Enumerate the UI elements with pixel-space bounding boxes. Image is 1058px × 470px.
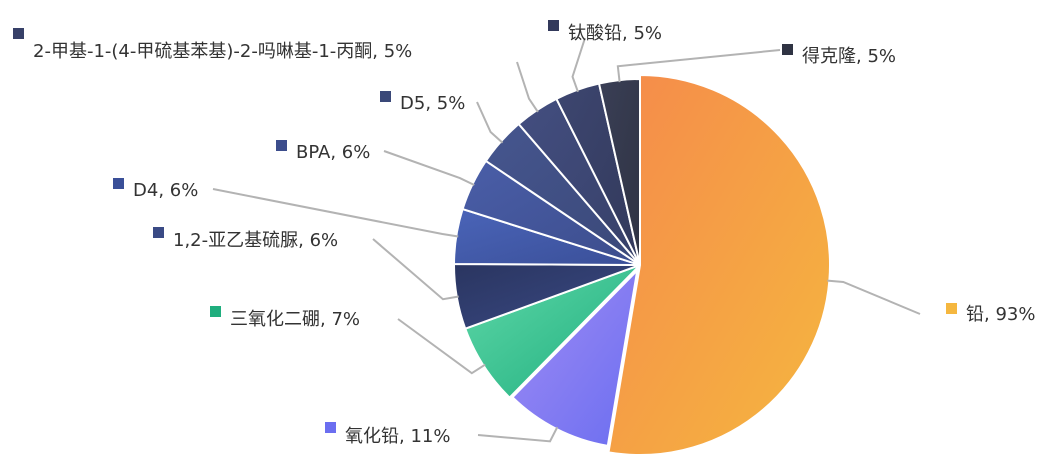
slice-label: BPA, 6% — [296, 142, 370, 163]
leader-line — [212, 188, 459, 238]
leader-line — [476, 101, 504, 144]
slice-label: D5, 5% — [400, 93, 465, 114]
pie-slice[interactable] — [607, 73, 831, 456]
leader-line — [827, 279, 921, 315]
label-marker — [13, 28, 24, 39]
label-marker — [276, 140, 287, 151]
slice-label: 2-甲基-1-(4-甲硫基苯基)-2-吗啉基-1-丙酮, 5% — [33, 41, 412, 62]
leader-line — [571, 37, 586, 93]
label-marker — [210, 306, 221, 317]
slice-label: 三氧化二硼, 7% — [230, 309, 360, 330]
leader-line — [383, 150, 475, 186]
leader-line — [372, 238, 459, 301]
leader-line — [477, 426, 559, 443]
slice-label: 钛酸铅, 5% — [568, 23, 662, 44]
leader-line — [516, 61, 539, 113]
slices-layer — [452, 73, 831, 456]
label-marker — [548, 20, 559, 31]
slice-label: 得克隆, 5% — [802, 46, 896, 67]
slice-label: 氧化铅, 11% — [345, 426, 450, 447]
label-marker — [782, 44, 793, 55]
slice-label: D4, 6% — [133, 180, 198, 201]
labels-layer: 铅, 93% 氧化铅, 11% 三氧化二硼, 7% 1,2-亚乙基硫脲, 6% D4, … — [13, 20, 1035, 447]
label-marker — [380, 91, 391, 102]
label-marker — [153, 227, 164, 238]
leader-line — [397, 318, 486, 375]
label-marker — [325, 422, 336, 433]
label-marker — [113, 178, 124, 189]
leader-line — [616, 49, 781, 83]
slice-label: 1,2-亚乙基硫脲, 6% — [173, 230, 338, 251]
label-marker — [946, 303, 957, 314]
leader-lines-layer — [212, 37, 921, 443]
slice-label: 铅, 93% — [966, 304, 1035, 325]
